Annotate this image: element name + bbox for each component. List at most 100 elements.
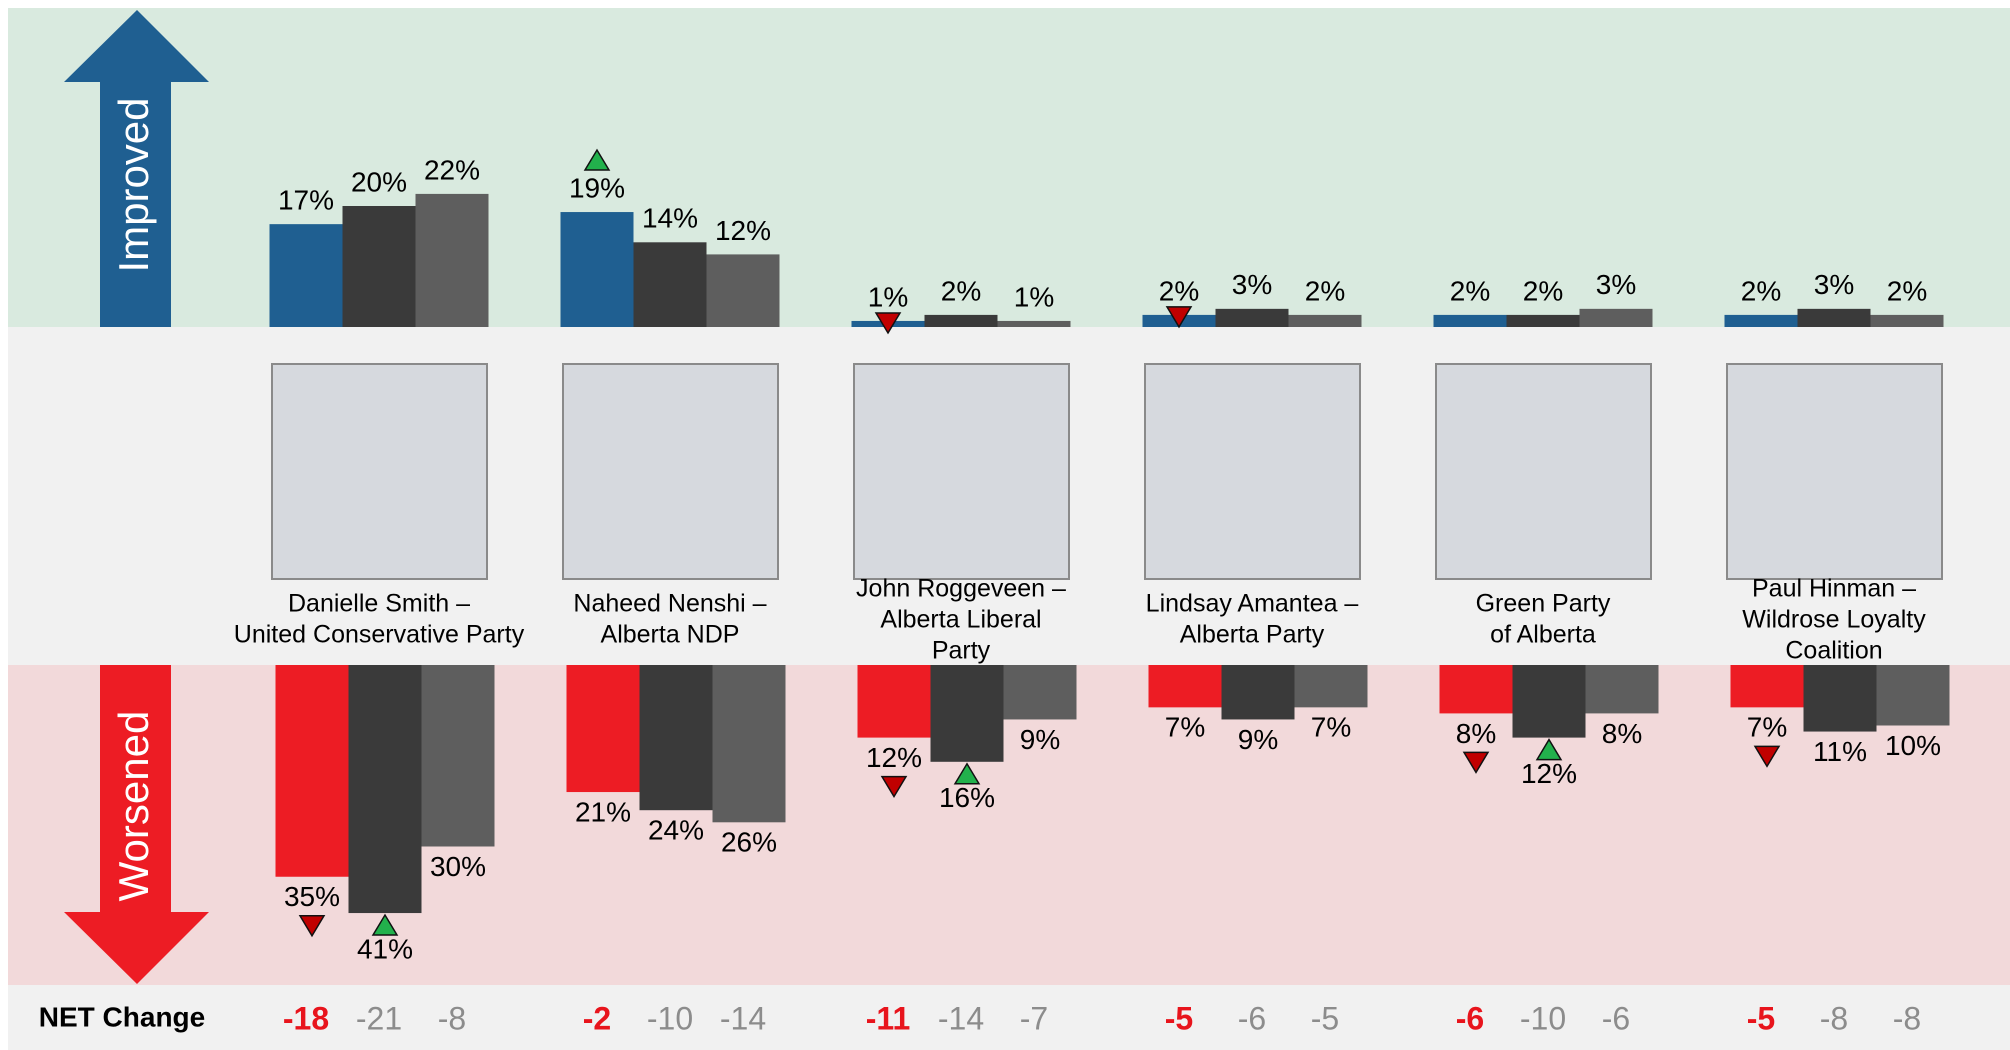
worsened-bar: [566, 665, 640, 793]
significance-down: [880, 775, 908, 799]
value-label: 3%: [1232, 269, 1272, 300]
improved-bar: [1724, 314, 1798, 327]
candidate-label: United Conservative Party: [234, 621, 525, 649]
value-label: 8%: [1456, 718, 1496, 749]
value-label: 11%: [1813, 736, 1867, 767]
significance-up: [1535, 738, 1563, 761]
net-value: -21: [356, 1000, 402, 1036]
value-label: 7%: [1165, 712, 1205, 743]
value-label: 17%: [278, 185, 334, 216]
value-label: 2%: [1523, 275, 1563, 306]
up-arrow: [64, 10, 209, 327]
value-label: 12%: [1521, 758, 1577, 789]
value-label: 3%: [1814, 269, 1854, 300]
worsened-bar: [1730, 665, 1804, 708]
net-value: -6: [1238, 1000, 1266, 1036]
improved-bar: [1797, 308, 1871, 327]
significance-down: [1753, 745, 1781, 768]
candidate-label: Alberta Party: [1180, 621, 1325, 649]
value-label: 1%: [868, 281, 908, 312]
improved-bar: [1433, 314, 1507, 327]
value-label: 20%: [351, 166, 407, 197]
candidate-photo: [853, 363, 1070, 580]
candidate-label: Wildrose Loyalty: [1742, 606, 1926, 634]
value-label: 19%: [569, 172, 625, 203]
candidate-label: Naheed Nenshi –: [573, 590, 766, 618]
improved-label: Improved: [110, 97, 157, 272]
significance-up: [953, 762, 981, 785]
worsened-bar: [1148, 665, 1222, 708]
net-band: [8, 985, 2010, 1050]
significance-up: [583, 148, 611, 171]
value-label: 22%: [424, 154, 480, 185]
worsened-bar: [1439, 665, 1513, 714]
value-label: 41%: [357, 933, 413, 964]
candidate-label: Coalition: [1785, 637, 1882, 665]
worsened-bar: [1803, 665, 1877, 732]
worsened-bar: [275, 665, 349, 877]
candidate-label: Alberta Liberal: [880, 606, 1041, 634]
net-value: -11: [866, 1000, 910, 1036]
value-label: 35%: [284, 881, 340, 912]
net-value: -5: [1165, 1000, 1193, 1036]
candidate-label: Lindsay Amantea –: [1146, 590, 1359, 618]
significance-down: [298, 915, 326, 938]
value-label: 9%: [1238, 724, 1278, 755]
improved-bar: [706, 254, 780, 327]
value-label: 2%: [1450, 275, 1490, 306]
value-label: 7%: [1311, 712, 1351, 743]
significance-up: [371, 913, 399, 936]
net-value: -8: [1893, 1000, 1921, 1036]
candidate-label: of Alberta: [1490, 621, 1596, 649]
improved-bar: [633, 242, 707, 327]
worsened-bar: [712, 665, 786, 823]
value-label: 26%: [721, 827, 777, 858]
value-label: 7%: [1747, 712, 1787, 743]
value-label: 2%: [1305, 275, 1345, 306]
net-value: -18: [283, 1000, 329, 1036]
improved-bar: [1870, 314, 1944, 327]
value-label: 8%: [1602, 718, 1642, 749]
value-label: 21%: [575, 796, 631, 827]
worsened-bar: [639, 665, 713, 811]
net-value: -8: [1820, 1000, 1848, 1036]
improved-bar: [342, 206, 416, 327]
net-value: -7: [1020, 1000, 1048, 1036]
down-arrow: [64, 665, 209, 984]
improved-bar: [997, 320, 1071, 327]
net-value: -14: [938, 1000, 984, 1036]
candidate-photo: [1435, 363, 1652, 580]
improved-bar: [1215, 308, 1289, 327]
worsened-bar: [1585, 665, 1659, 714]
net-label: NET Change: [39, 1001, 205, 1032]
net-value: -6: [1456, 1000, 1484, 1036]
value-label: 3%: [1596, 269, 1636, 300]
value-label: 16%: [939, 782, 995, 813]
significance-down: [1462, 751, 1490, 774]
net-value: -8: [438, 1000, 466, 1036]
worsened-label: Worsened: [110, 711, 157, 902]
candidate-label: Danielle Smith –: [288, 590, 470, 618]
worsened-bar: [421, 665, 495, 847]
worsened-bar: [348, 665, 422, 914]
value-label: 9%: [1020, 724, 1060, 755]
improved-bar: [1506, 314, 1580, 327]
worsened-bar: [1221, 665, 1295, 720]
value-label: 2%: [1887, 275, 1927, 306]
improved-bar: [1288, 314, 1362, 327]
value-label: 24%: [648, 815, 704, 846]
net-value: -5: [1311, 1000, 1339, 1036]
improved-bar: [560, 212, 634, 327]
improved-bar: [924, 314, 998, 327]
worsened-bar: [857, 665, 931, 738]
net-value: -10: [647, 1000, 693, 1036]
value-label: 12%: [866, 742, 922, 773]
value-label: 10%: [1885, 730, 1941, 761]
candidate-label: Alberta NDP: [601, 621, 740, 649]
value-label: 30%: [430, 851, 486, 882]
worsened-bar: [930, 665, 1004, 762]
candidate-photo: [1144, 363, 1361, 580]
significance-down: [1165, 306, 1193, 329]
net-value: -6: [1602, 1000, 1630, 1036]
